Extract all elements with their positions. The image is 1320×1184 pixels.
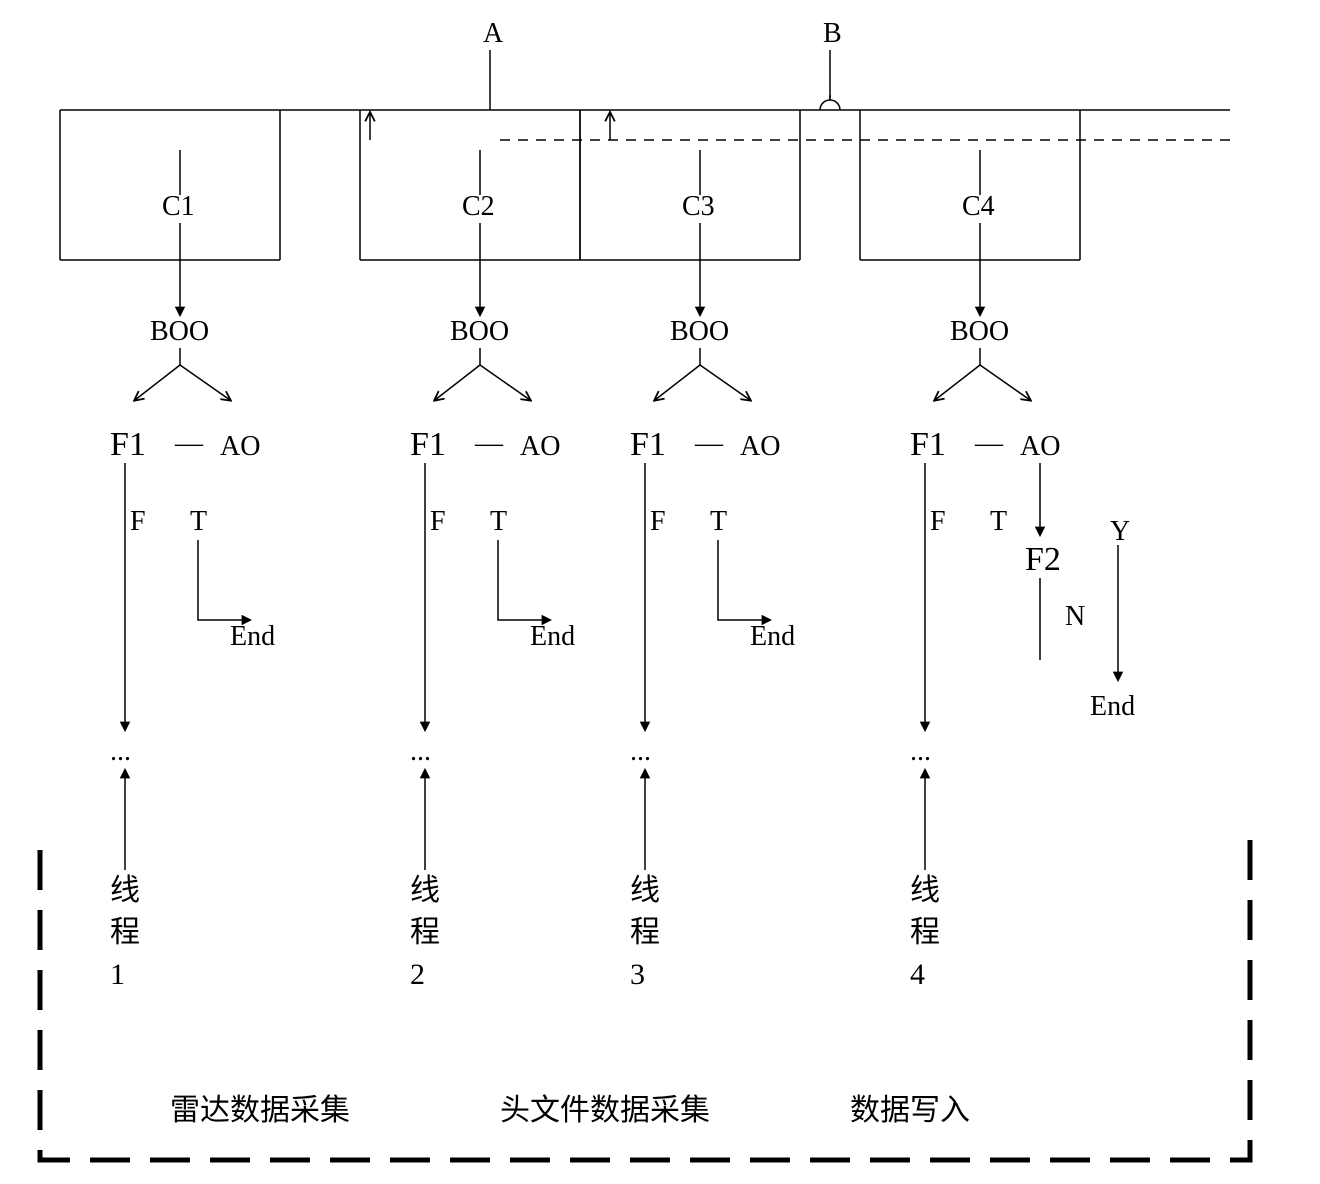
label-T-3: T: [990, 506, 1007, 537]
boo-left-1: [435, 365, 480, 400]
label-end-0: End: [230, 621, 275, 652]
label-F-1: F: [430, 506, 446, 537]
thread-label-3-1: 程: [910, 916, 940, 949]
dash-2: —: [694, 428, 724, 459]
dots-0: ...: [110, 736, 131, 767]
thread-label-3-0: 线: [910, 874, 940, 907]
thread-label-2-0: 线: [630, 874, 660, 907]
t-to-end-0: [198, 540, 250, 620]
thread-label-2-1: 程: [630, 916, 660, 949]
thread-label-0-0: 线: [110, 874, 140, 907]
label-C2: C2: [462, 191, 495, 222]
label-F1-2: F1: [630, 426, 666, 463]
t-to-end-1: [498, 540, 550, 620]
bottom-label-1: 头文件数据采集: [500, 1094, 710, 1127]
label-end-2: End: [750, 621, 795, 652]
boo-left-2: [655, 365, 700, 400]
label-boo-1: BOO: [450, 316, 509, 347]
label-boo-2: BOO: [670, 316, 729, 347]
dash-1: —: [474, 428, 504, 459]
label-Y: Y: [1110, 516, 1130, 547]
label-F1-3: F1: [910, 426, 946, 463]
boo-left-3: [935, 365, 980, 400]
thread-label-3-2: 4: [910, 958, 925, 991]
columns-group: C1BOOF1AO—FTEnd...线程1C2BOOF1AO—FTEnd...线…: [60, 110, 1135, 991]
label-F1-1: F1: [410, 426, 446, 463]
label-C1: C1: [162, 191, 195, 222]
boo-right-0: [180, 365, 230, 400]
label-T-2: T: [710, 506, 727, 537]
thread-label-1-1: 程: [410, 916, 440, 949]
label-C4: C4: [962, 191, 995, 222]
label-F-2: F: [650, 506, 666, 537]
dash-0: —: [174, 428, 204, 459]
label-T-0: T: [190, 506, 207, 537]
label-F1-0: F1: [110, 426, 146, 463]
label-F-0: F: [130, 506, 146, 537]
boo-left-0: [135, 365, 180, 400]
thread-label-2-2: 3: [630, 958, 645, 991]
label-A: A: [483, 18, 504, 49]
label-N: N: [1065, 601, 1085, 632]
bottom-label-2: 数据写入: [850, 1094, 970, 1127]
bottom-label-0: 雷达数据采集: [170, 1094, 350, 1127]
label-AO-0: AO: [220, 431, 260, 462]
boo-right-1: [480, 365, 530, 400]
label-T-1: T: [490, 506, 507, 537]
label-end-3: End: [1090, 691, 1135, 722]
crossover-B: [820, 100, 840, 110]
label-AO-2: AO: [740, 431, 780, 462]
dots-3: ...: [910, 736, 931, 767]
diagram-root: A B C1BOOF1AO—FTEnd...线程1C2BOOF1AO—FTEnd…: [0, 0, 1320, 1184]
t-to-end-2: [718, 540, 770, 620]
label-AO-1: AO: [520, 431, 560, 462]
label-B: B: [823, 18, 842, 49]
thread-label-0-2: 1: [110, 958, 125, 991]
label-F-3: F: [930, 506, 946, 537]
thread-label-1-2: 2: [410, 958, 425, 991]
label-AO-3: AO: [1020, 431, 1060, 462]
label-F2: F2: [1025, 541, 1061, 578]
boo-right-3: [980, 365, 1030, 400]
dash-3: —: [974, 428, 1004, 459]
thread-label-0-1: 程: [110, 916, 140, 949]
label-boo-3: BOO: [950, 316, 1009, 347]
label-end-1: End: [530, 621, 575, 652]
boo-right-2: [700, 365, 750, 400]
thread-label-1-0: 线: [410, 874, 440, 907]
dots-2: ...: [630, 736, 651, 767]
label-boo-0: BOO: [150, 316, 209, 347]
label-C3: C3: [682, 191, 715, 222]
dots-1: ...: [410, 736, 431, 767]
